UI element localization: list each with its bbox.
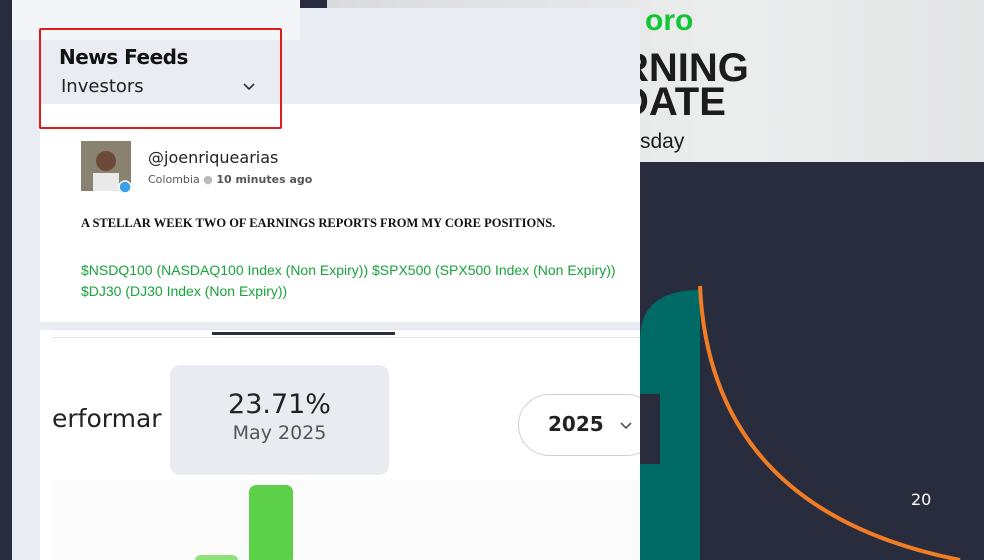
avatar[interactable] xyxy=(81,141,133,193)
promo-text: RNING xyxy=(620,46,749,90)
bar xyxy=(249,485,293,560)
post-meta: Colombia ● 10 minutes ago xyxy=(148,173,313,186)
post-headline: A STELLAR WEEK TWO OF EARNINGS REPORTS F… xyxy=(81,216,556,230)
highlight-box xyxy=(39,28,282,129)
page-number: 20 xyxy=(911,490,932,509)
teal-shape xyxy=(640,290,700,560)
filter-select[interactable]: Investors xyxy=(61,76,144,97)
tooltip-value: 23.71% xyxy=(228,389,331,420)
tab-indicator xyxy=(212,332,395,335)
panel-edge xyxy=(640,394,660,464)
divider xyxy=(52,337,640,338)
chevron xyxy=(243,83,255,91)
promo-text: sday xyxy=(640,130,685,153)
username[interactable]: @joenriquearias xyxy=(148,148,279,167)
chevron xyxy=(620,422,632,430)
top-piece xyxy=(12,0,300,40)
divider xyxy=(52,329,640,330)
orange-arc xyxy=(698,285,961,560)
section-label: erformar xyxy=(52,404,162,433)
brand: oro xyxy=(645,4,694,37)
post-time: 10 minutes ago xyxy=(216,173,313,186)
bar xyxy=(195,555,238,560)
tooltip-date: May 2025 xyxy=(232,422,327,444)
decor xyxy=(640,285,961,560)
chart-bg xyxy=(52,480,640,560)
country: Colombia xyxy=(148,173,200,186)
tooltip: 23.71% May 2025 xyxy=(170,365,389,475)
post-tags[interactable]: $NSDQ100 (NASDAQ100 Index (Non Expiry)) … xyxy=(81,262,616,299)
year-value: 2025 xyxy=(548,412,604,436)
post-card xyxy=(40,104,640,322)
feed-title: News Feeds xyxy=(59,45,188,69)
year-select[interactable]: 2025 xyxy=(518,394,658,456)
